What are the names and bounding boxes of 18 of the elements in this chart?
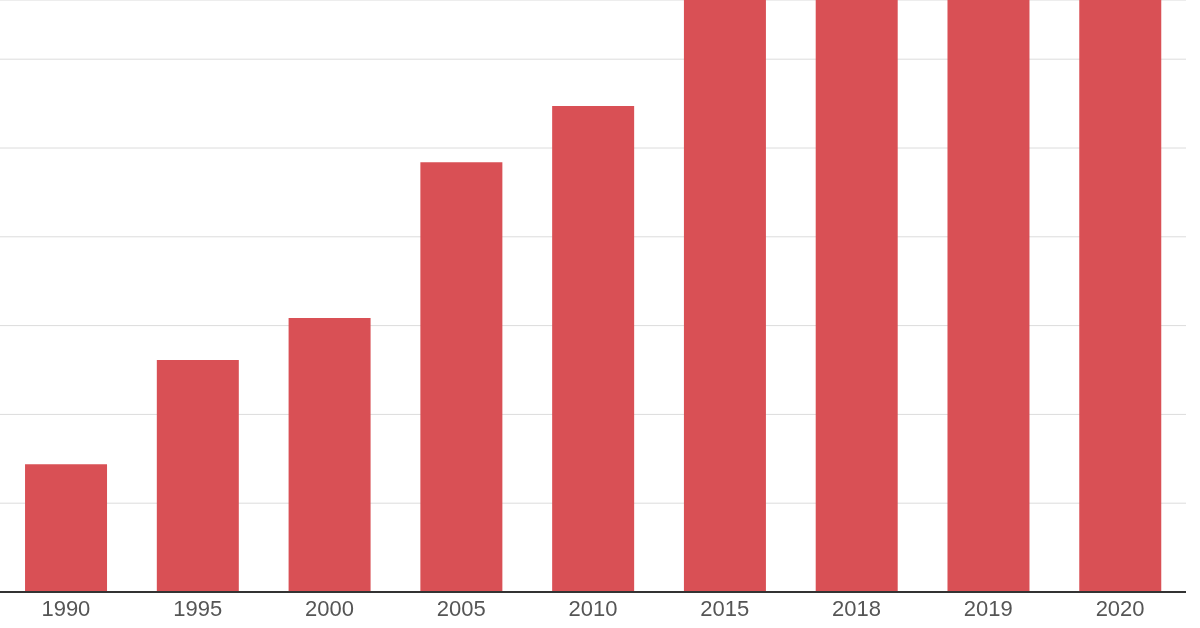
bar bbox=[552, 105, 635, 592]
x-tick-label: 2000 bbox=[304, 595, 354, 621]
bar bbox=[1079, 0, 1162, 592]
x-tick-label: 2020 bbox=[1095, 595, 1145, 621]
bar bbox=[420, 162, 503, 592]
bar bbox=[25, 464, 108, 592]
x-tick-label: 2019 bbox=[963, 595, 1013, 621]
x-tick-label: 1995 bbox=[173, 595, 223, 621]
x-tick-label: 2010 bbox=[568, 595, 618, 621]
bar bbox=[947, 0, 1030, 592]
bar bbox=[815, 0, 898, 592]
x-tick-label: 1990 bbox=[41, 595, 91, 621]
x-tick-label: 2015 bbox=[700, 595, 750, 621]
bar bbox=[156, 359, 239, 592]
bar bbox=[683, 0, 766, 592]
bar bbox=[288, 317, 371, 592]
x-tick-label: 2005 bbox=[436, 595, 486, 621]
x-tick-label: 2018 bbox=[832, 595, 882, 621]
